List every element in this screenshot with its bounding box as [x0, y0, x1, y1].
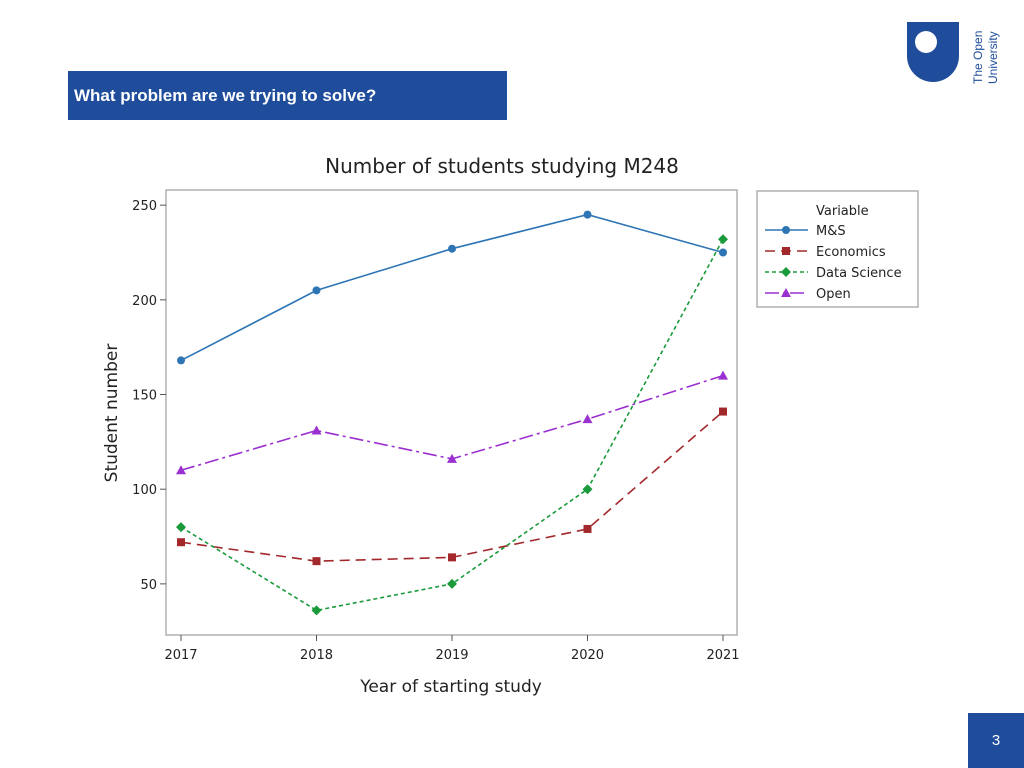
- plot-area-frame: [165, 189, 738, 636]
- legend-items: M&S Economics Data Science Open: [765, 224, 902, 302]
- data-point-open-2017: [176, 465, 186, 475]
- data-point-data-science-2017: [176, 522, 186, 533]
- x-axis-label: Year of starting study: [359, 677, 542, 697]
- legend-marker-open: [781, 288, 791, 297]
- data-point-open-2019: [447, 453, 457, 463]
- x-tick-label-2018: 2018: [300, 648, 333, 663]
- data-point-open-2021: [718, 370, 728, 380]
- series-data-science: [176, 234, 728, 616]
- page-number: 3: [968, 713, 1024, 768]
- data-point-m-s-2021: [719, 248, 727, 257]
- y-tick-label-250: 250: [132, 199, 157, 214]
- legend-marker-data-science: [781, 267, 791, 277]
- series-line-m-s: [180, 213, 724, 362]
- legend-item-data-science: Data Science: [765, 266, 902, 281]
- data-point-economics-2021: [719, 407, 727, 416]
- legend-item-open: Open: [765, 287, 851, 302]
- legend-item-economics: Economics: [765, 245, 886, 260]
- data-point-economics-2018: [312, 557, 321, 566]
- legend-title: Variable: [816, 204, 869, 219]
- y-tick-label-200: 200: [132, 294, 157, 309]
- x-tick-label-2019: 2019: [435, 648, 468, 663]
- data-point-data-science-2020: [582, 484, 593, 495]
- series-m-s: [177, 210, 727, 365]
- data-point-economics-2020: [583, 524, 592, 533]
- legend-marker-economics: [782, 247, 790, 255]
- logo-circle-icon: [915, 31, 937, 53]
- data-point-open-2020: [582, 414, 593, 424]
- y-tick-label-150: 150: [132, 389, 157, 404]
- data-point-economics-2017: [177, 538, 185, 547]
- series-open: [176, 370, 728, 475]
- data-point-m-s-2017: [177, 356, 185, 365]
- legend-item-m-s: M&S: [765, 224, 846, 239]
- data-point-m-s-2018: [312, 286, 321, 295]
- logo-text-line2: University: [986, 31, 1000, 84]
- data-point-m-s-2020: [583, 210, 592, 219]
- y-axis-label: Student number: [102, 344, 122, 483]
- data-point-economics-2019: [448, 553, 456, 562]
- series-economics: [177, 407, 727, 566]
- legend-marker-m-s: [782, 226, 790, 234]
- logo-text-line1: The Open: [971, 31, 985, 84]
- x-tick-label-2020: 2020: [571, 648, 604, 663]
- x-tick-label-2021: 2021: [706, 648, 739, 663]
- series-line-economics: [180, 410, 724, 562]
- slide-heading: What problem are we trying to solve?: [74, 85, 377, 105]
- chart-title: Number of students studying M248: [325, 154, 679, 178]
- series-layer: [176, 210, 728, 616]
- data-point-data-science-2018: [311, 605, 322, 616]
- data-point-m-s-2019: [448, 244, 456, 253]
- slide-heading-bar: What problem are we trying to solve?: [68, 71, 507, 120]
- data-point-data-science-2021: [718, 234, 728, 245]
- y-tick-label-50: 50: [140, 578, 157, 593]
- legend-label-m-s: M&S: [816, 224, 846, 239]
- x-axis: 2017 2018 2019 2020 2021: [164, 635, 740, 663]
- x-tick-label-2017: 2017: [164, 648, 197, 663]
- open-university-logo: The Open University: [907, 22, 1000, 84]
- data-point-data-science-2019: [447, 578, 457, 589]
- y-tick-label-100: 100: [132, 483, 157, 498]
- legend-label-economics: Economics: [816, 245, 886, 260]
- legend-label-open: Open: [816, 287, 851, 302]
- data-point-open-2018: [311, 425, 322, 435]
- legend-label-data-science: Data Science: [816, 266, 902, 281]
- y-axis: 50 100 150 200 250: [132, 199, 166, 593]
